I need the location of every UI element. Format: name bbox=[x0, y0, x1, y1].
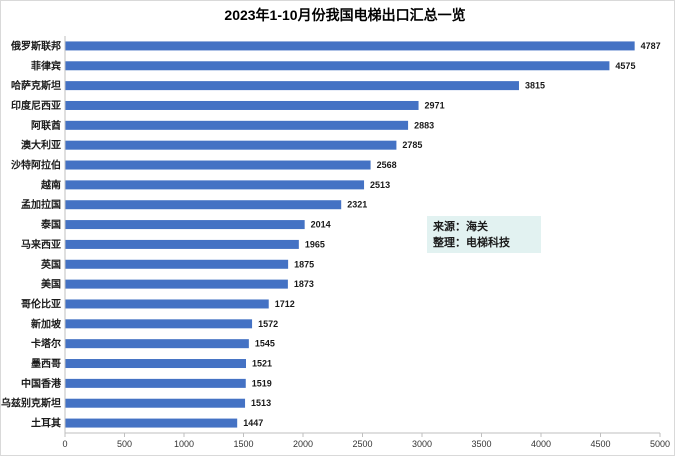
data-label: 1545 bbox=[255, 339, 275, 349]
bar bbox=[65, 359, 246, 369]
bar bbox=[65, 180, 365, 190]
bar bbox=[65, 239, 299, 249]
data-label: 1513 bbox=[251, 398, 271, 408]
bar bbox=[65, 140, 397, 150]
bar bbox=[65, 378, 246, 388]
data-label: 2321 bbox=[347, 200, 367, 210]
x-tick-label: 3500 bbox=[471, 439, 491, 449]
data-label: 1712 bbox=[275, 299, 295, 309]
bar bbox=[65, 61, 610, 71]
x-tick-label: 3000 bbox=[412, 439, 432, 449]
category-label: 泰国 bbox=[40, 218, 61, 231]
source-line-1: 来源：海关 bbox=[432, 219, 488, 233]
category-label: 哈萨克斯坦 bbox=[11, 79, 61, 92]
data-label: 1519 bbox=[252, 378, 272, 388]
x-tick-label: 4000 bbox=[531, 439, 551, 449]
data-label: 2014 bbox=[311, 220, 331, 230]
source-box bbox=[427, 216, 541, 253]
data-label: 2568 bbox=[377, 160, 397, 170]
x-tick-label: 2000 bbox=[293, 439, 313, 449]
category-label: 印度尼西亚 bbox=[11, 99, 61, 112]
x-tick-label: 0 bbox=[62, 439, 67, 449]
category-label: 美国 bbox=[41, 278, 61, 291]
category-label: 孟加拉国 bbox=[21, 198, 61, 211]
bar bbox=[65, 279, 288, 289]
source-annotation: 来源：海关 整理：电梯科技 bbox=[427, 216, 541, 253]
data-label: 2971 bbox=[425, 100, 445, 110]
category-label: 土耳其 bbox=[31, 417, 61, 430]
data-label: 3815 bbox=[525, 81, 545, 91]
category-label: 马来西亚 bbox=[21, 238, 61, 251]
x-tick-label: 1500 bbox=[233, 439, 253, 449]
data-label: 1875 bbox=[294, 259, 314, 269]
category-label: 卡塔尔 bbox=[31, 337, 61, 350]
source-line-2: 整理：电梯科技 bbox=[432, 235, 511, 249]
bar bbox=[65, 160, 371, 170]
category-label: 乌兹别克斯坦 bbox=[1, 397, 61, 410]
bar bbox=[65, 120, 409, 130]
data-label: 2513 bbox=[370, 180, 390, 190]
chart-title: 2023年1-10月份我国电梯出口汇总一览 bbox=[224, 7, 465, 23]
bar bbox=[65, 418, 238, 428]
bar bbox=[65, 259, 289, 269]
data-label: 4787 bbox=[641, 41, 661, 51]
category-label: 菲律宾 bbox=[31, 59, 61, 72]
data-label: 4575 bbox=[615, 61, 635, 71]
category-label: 墨西哥 bbox=[31, 358, 61, 370]
data-label: 1873 bbox=[294, 279, 314, 289]
bar bbox=[65, 100, 419, 110]
data-label: 1447 bbox=[243, 418, 263, 428]
bar bbox=[65, 339, 249, 349]
category-label: 哥伦比亚 bbox=[21, 297, 61, 310]
category-label: 沙特阿拉伯 bbox=[11, 159, 61, 172]
x-tick-label: 4500 bbox=[590, 439, 610, 449]
data-label: 2883 bbox=[414, 120, 434, 130]
data-label: 1572 bbox=[258, 319, 278, 329]
x-tick-label: 500 bbox=[117, 439, 132, 449]
category-label: 英国 bbox=[40, 258, 61, 271]
category-label: 阿联酋 bbox=[31, 119, 61, 132]
x-axis: 0 500 1000 1500 2000 2500 3000 3500 4000 4500 5000 bbox=[62, 36, 670, 449]
bar bbox=[65, 299, 269, 309]
x-tick-label: 5000 bbox=[650, 439, 670, 449]
bar bbox=[65, 319, 253, 329]
bar bbox=[65, 220, 305, 230]
bar bbox=[65, 81, 519, 91]
bar bbox=[65, 398, 246, 408]
bar bbox=[65, 200, 342, 210]
data-label: 2785 bbox=[402, 140, 422, 150]
bar bbox=[65, 41, 635, 51]
category-label: 新加坡 bbox=[31, 317, 62, 330]
bars: 俄罗斯联邦 4787 菲律宾 4575 哈萨克斯坦 3815 印度尼西亚 2971 阿联酋 288… bbox=[1, 39, 661, 429]
category-label: 中国香港 bbox=[21, 377, 62, 390]
x-tick-label: 1000 bbox=[174, 439, 194, 449]
data-label: 1521 bbox=[252, 359, 272, 369]
data-label: 1965 bbox=[305, 239, 325, 249]
category-label: 越南 bbox=[40, 178, 61, 191]
category-label: 俄罗斯联邦 bbox=[10, 39, 61, 52]
x-tick-label: 2500 bbox=[352, 439, 372, 449]
category-label: 澳大利亚 bbox=[21, 139, 61, 152]
